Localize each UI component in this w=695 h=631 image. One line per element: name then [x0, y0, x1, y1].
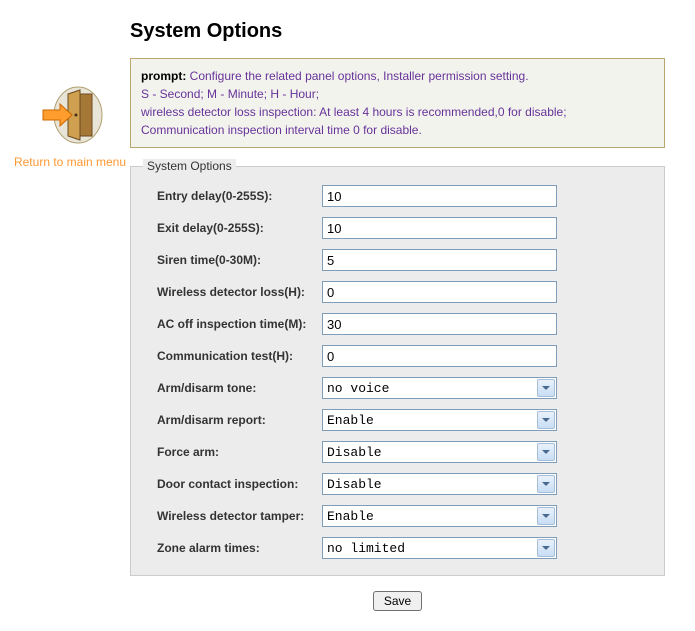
- row-wireless-loss: Wireless detector loss(H):: [147, 281, 648, 303]
- fieldset-legend: System Options: [143, 159, 236, 173]
- wireless-tamper-select[interactable]: Enable: [322, 505, 557, 527]
- chevron-down-icon: [537, 443, 555, 461]
- prompt-box: prompt: Configure the related panel opti…: [130, 58, 665, 148]
- row-ac-off: AC off inspection time(M):: [147, 313, 648, 335]
- door-contact-value: Disable: [327, 477, 382, 492]
- main-content: System Options prompt: Configure the rel…: [130, 20, 685, 611]
- row-exit-delay: Exit delay(0-255S):: [147, 217, 648, 239]
- force-arm-value: Disable: [327, 445, 382, 460]
- arm-tone-label: Arm/disarm tone:: [147, 381, 322, 395]
- arm-tone-select[interactable]: no voice: [322, 377, 557, 399]
- row-arm-tone: Arm/disarm tone: no voice: [147, 377, 648, 399]
- row-comm-test: Communication test(H):: [147, 345, 648, 367]
- ac-off-input[interactable]: [322, 313, 557, 335]
- page-title: System Options: [130, 20, 665, 43]
- row-siren-time: Siren time(0-30M):: [147, 249, 648, 271]
- prompt-line2: S - Second; M - Minute; H - Hour;: [141, 87, 319, 101]
- system-options-fieldset: System Options Entry delay(0-255S): Exit…: [130, 166, 665, 576]
- chevron-down-icon: [537, 411, 555, 429]
- prompt-label: prompt:: [141, 69, 186, 83]
- wireless-loss-label: Wireless detector loss(H):: [147, 285, 322, 299]
- prompt-line4: Communication inspection interval time 0…: [141, 123, 422, 137]
- save-row: Save: [130, 591, 665, 611]
- save-button[interactable]: Save: [373, 591, 422, 611]
- prompt-line1: Configure the related panel options, Ins…: [186, 69, 528, 83]
- chevron-down-icon: [537, 507, 555, 525]
- sidebar: Return to main menu: [10, 20, 130, 611]
- arm-report-value: Enable: [327, 413, 374, 428]
- wireless-tamper-value: Enable: [327, 509, 374, 524]
- exit-delay-input[interactable]: [322, 217, 557, 239]
- ac-off-label: AC off inspection time(M):: [147, 317, 322, 331]
- row-wireless-tamper: Wireless detector tamper: Enable: [147, 505, 648, 527]
- siren-time-input[interactable]: [322, 249, 557, 271]
- comm-test-input[interactable]: [322, 345, 557, 367]
- arm-tone-value: no voice: [327, 381, 389, 396]
- door-contact-label: Door contact inspection:: [147, 477, 322, 491]
- row-door-contact: Door contact inspection: Disable: [147, 473, 648, 495]
- exit-delay-label: Exit delay(0-255S):: [147, 221, 322, 235]
- arm-report-select[interactable]: Enable: [322, 409, 557, 431]
- zone-alarm-value: no limited: [327, 541, 405, 556]
- zone-alarm-label: Zone alarm times:: [147, 541, 322, 555]
- wireless-tamper-label: Wireless detector tamper:: [147, 509, 322, 523]
- siren-time-label: Siren time(0-30M):: [147, 253, 322, 267]
- chevron-down-icon: [537, 475, 555, 493]
- row-entry-delay: Entry delay(0-255S):: [147, 185, 648, 207]
- comm-test-label: Communication test(H):: [147, 349, 322, 363]
- arm-report-label: Arm/disarm report:: [147, 413, 322, 427]
- zone-alarm-select[interactable]: no limited: [322, 537, 557, 559]
- return-link[interactable]: Return to main menu: [14, 155, 126, 171]
- force-arm-select[interactable]: Disable: [322, 441, 557, 463]
- wireless-loss-input[interactable]: [322, 281, 557, 303]
- entry-delay-label: Entry delay(0-255S):: [147, 189, 322, 203]
- row-arm-report: Arm/disarm report: Enable: [147, 409, 648, 431]
- prompt-line3: wireless detector loss inspection: At le…: [141, 105, 567, 119]
- row-zone-alarm: Zone alarm times: no limited: [147, 537, 648, 559]
- row-force-arm: Force arm: Disable: [147, 441, 648, 463]
- force-arm-label: Force arm:: [147, 445, 322, 459]
- chevron-down-icon: [537, 379, 555, 397]
- app-container: Return to main menu System Options promp…: [0, 0, 695, 631]
- return-door-icon[interactable]: [38, 80, 103, 150]
- entry-delay-input[interactable]: [322, 185, 557, 207]
- door-contact-select[interactable]: Disable: [322, 473, 557, 495]
- chevron-down-icon: [537, 539, 555, 557]
